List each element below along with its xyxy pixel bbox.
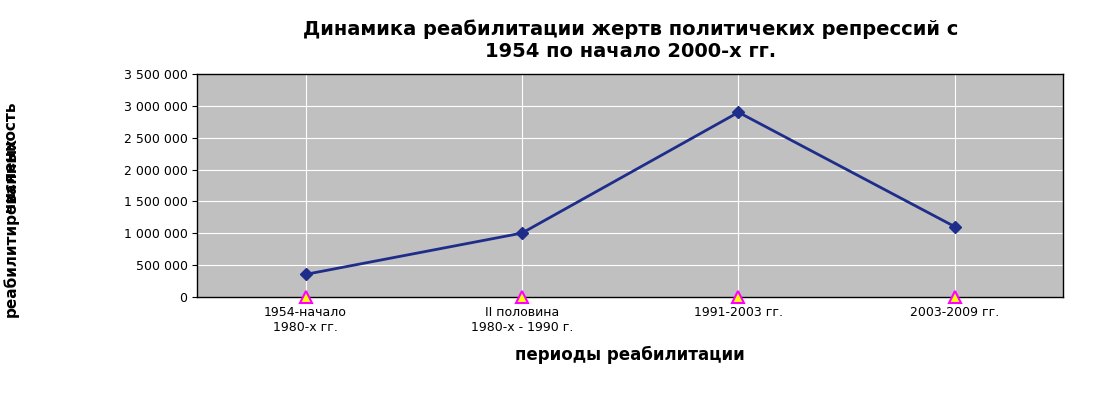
X-axis label: периоды реабилитации: периоды реабилитации — [515, 346, 745, 364]
Title: Динамика реабилитации жертв политичеких репрессий с
1954 по начало 2000-х гг.: Динамика реабилитации жертв политичеких … — [302, 20, 958, 61]
Text: численность: численность — [3, 101, 19, 212]
Text: реабилитированных: реабилитированных — [3, 137, 19, 316]
